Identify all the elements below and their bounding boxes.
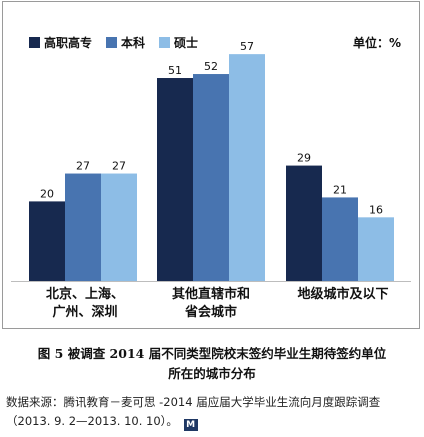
bar-2-0 bbox=[286, 165, 322, 281]
bar-2-1 bbox=[322, 197, 358, 281]
figure-caption-line-1: 图 5 被调查 2014 届不同类型院校末签约毕业生期待签约单位 bbox=[37, 346, 387, 361]
bar-0-0 bbox=[29, 201, 65, 281]
legend-item-series-0: 高职高专 bbox=[29, 34, 92, 51]
bar-1-1 bbox=[193, 74, 229, 281]
legend-swatch-series-1 bbox=[106, 37, 118, 48]
category-label-2: 地级城市及以下 bbox=[297, 287, 389, 302]
bar-0-1 bbox=[65, 173, 101, 281]
bar-2-2 bbox=[358, 217, 394, 281]
legend-label-series-2: 硕士 bbox=[174, 36, 199, 50]
bar-value-label-0-0: 20 bbox=[40, 187, 54, 200]
category-label-0: 北京、上海、 广州、深圳 bbox=[45, 287, 124, 320]
bar-value-label-1-0: 51 bbox=[168, 64, 182, 77]
legend-item-series-2: 硕士 bbox=[159, 34, 198, 51]
bar-value-label-2-0: 29 bbox=[297, 152, 311, 165]
category-label-1: 其他直辖市和 省会城市 bbox=[171, 287, 250, 320]
bar-1-0 bbox=[157, 78, 193, 282]
legend-label-series-1: 本科 bbox=[121, 36, 146, 50]
bar-value-label-0-2: 27 bbox=[112, 160, 126, 173]
figure-caption-line-2: 所在的城市分布 bbox=[168, 366, 256, 381]
bar-chart-svg: 20 27 27 51 52 57 29 21 16 bbox=[11, 40, 411, 282]
data-source-text: 数据来源：腾讯教育－麦可思 -2014 届应届大学毕业生流向月度跟踪调查（201… bbox=[6, 395, 381, 428]
unit-label: 单位：% bbox=[352, 36, 401, 50]
source-logo-icon: M bbox=[183, 419, 198, 431]
bar-value-label-2-1: 21 bbox=[333, 183, 347, 196]
legend-label-series-0: 高职高专 bbox=[44, 36, 93, 50]
bar-0-2 bbox=[101, 173, 137, 281]
bar-value-label-0-1: 27 bbox=[76, 160, 90, 173]
legend-swatch-series-2 bbox=[159, 37, 171, 48]
legend-item-series-1: 本科 bbox=[106, 34, 145, 51]
bar-value-label-2-2: 16 bbox=[369, 203, 383, 216]
bar-1-2 bbox=[229, 54, 265, 281]
data-source-note: 数据来源：腾讯教育－麦可思 -2014 届应届大学毕业生流向月度跟踪调查（201… bbox=[6, 393, 420, 431]
chart-frame: 高职高专 本科 硕士 单位：% 20 27 27 51 52 57 29 21 16 北京、上海… bbox=[2, 1, 420, 329]
bar-value-label-1-2: 57 bbox=[240, 40, 254, 53]
legend-swatch-series-0 bbox=[29, 37, 40, 48]
chart-legend: 高职高专 本科 硕士 bbox=[29, 34, 198, 51]
bar-value-label-1-1: 52 bbox=[204, 60, 218, 73]
